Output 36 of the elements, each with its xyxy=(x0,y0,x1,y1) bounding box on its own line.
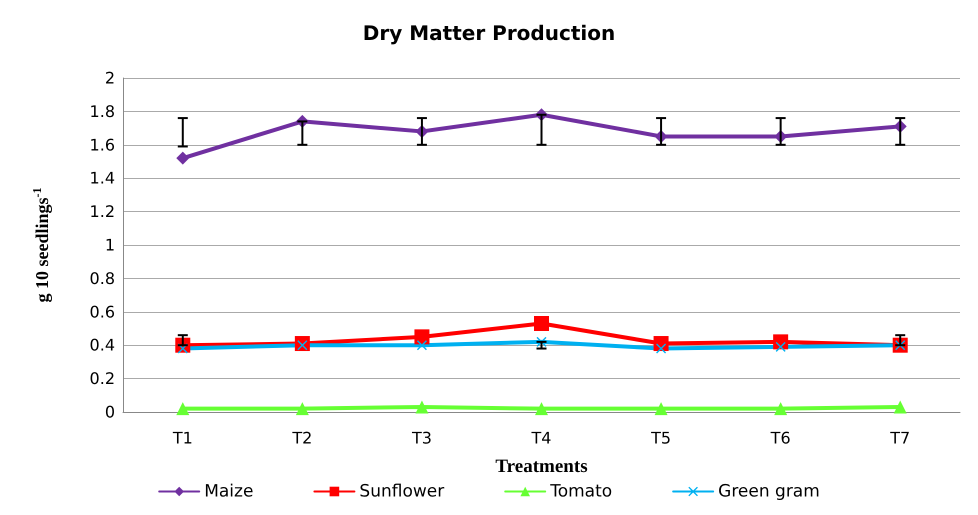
legend-label: Tomato xyxy=(549,482,612,502)
y-tick-label: 0.2 xyxy=(90,369,115,388)
y-tick-label: 2 xyxy=(104,68,115,88)
point xyxy=(535,402,548,416)
legend-label: Maize xyxy=(204,482,254,502)
x-tick-label: T4 xyxy=(530,428,552,448)
x-tick-label: T5 xyxy=(650,428,672,448)
chart-title: Dry Matter Production xyxy=(362,21,616,45)
point xyxy=(534,316,549,331)
x-tick-label: T2 xyxy=(291,428,312,448)
point xyxy=(296,402,309,416)
y-tick-label: 1.6 xyxy=(90,135,115,154)
y-tick-label: 0.6 xyxy=(90,302,115,322)
point xyxy=(416,340,427,350)
y-tick-label: 1.4 xyxy=(90,168,115,188)
legend-label: Sunflower xyxy=(359,482,444,502)
point xyxy=(774,402,788,416)
legend-label: Green gram xyxy=(718,482,820,502)
y-tick-label: 0.8 xyxy=(90,268,115,288)
point xyxy=(176,152,190,165)
y-tick-label: 1.8 xyxy=(90,102,115,121)
x-tick-label: T7 xyxy=(889,428,910,448)
point xyxy=(414,329,430,344)
y-tick-label: 1 xyxy=(104,236,115,254)
y-tick-label: 0.4 xyxy=(90,336,115,355)
y-tick-label: 0 xyxy=(104,402,115,422)
x-tick-label: T1 xyxy=(172,428,193,448)
x-tick-label: T3 xyxy=(410,428,432,448)
point xyxy=(654,402,668,416)
x-axis-title: Treatments xyxy=(495,456,588,477)
x-tick-label: T6 xyxy=(770,428,791,448)
y-axis-title: g 10 seedlings-1 xyxy=(30,187,52,303)
point xyxy=(894,400,907,414)
point xyxy=(415,400,428,414)
y-tick-label: 1.2 xyxy=(90,202,115,222)
point xyxy=(176,402,190,416)
